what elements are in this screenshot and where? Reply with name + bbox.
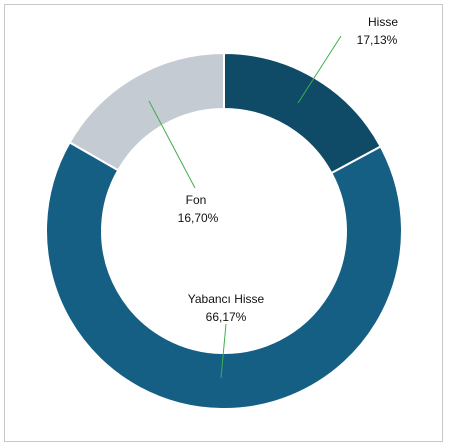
leader-lines <box>148 35 342 379</box>
leader-line-yabanci-hisse <box>220 323 227 379</box>
leader-line-hisse <box>297 35 342 104</box>
slice-fon <box>68 51 225 172</box>
label-yabanci-hisse-value: 66,17% <box>206 310 247 324</box>
slice-hisse <box>223 51 383 175</box>
label-fon-name: Fon <box>186 193 207 207</box>
slice-labels: Hisse 17,13% Yabancı Hisse 66,17% Fon 16… <box>178 15 399 324</box>
label-hisse-value: 17,13% <box>357 33 398 47</box>
donut-slices <box>45 51 403 410</box>
slice-yabanci-hisse <box>45 140 403 410</box>
leader-line-fon <box>148 100 196 189</box>
label-hisse-name: Hisse <box>368 15 398 29</box>
label-fon-value: 16,70% <box>178 211 219 225</box>
label-yabanci-hisse-name: Yabancı Hisse <box>188 292 265 306</box>
